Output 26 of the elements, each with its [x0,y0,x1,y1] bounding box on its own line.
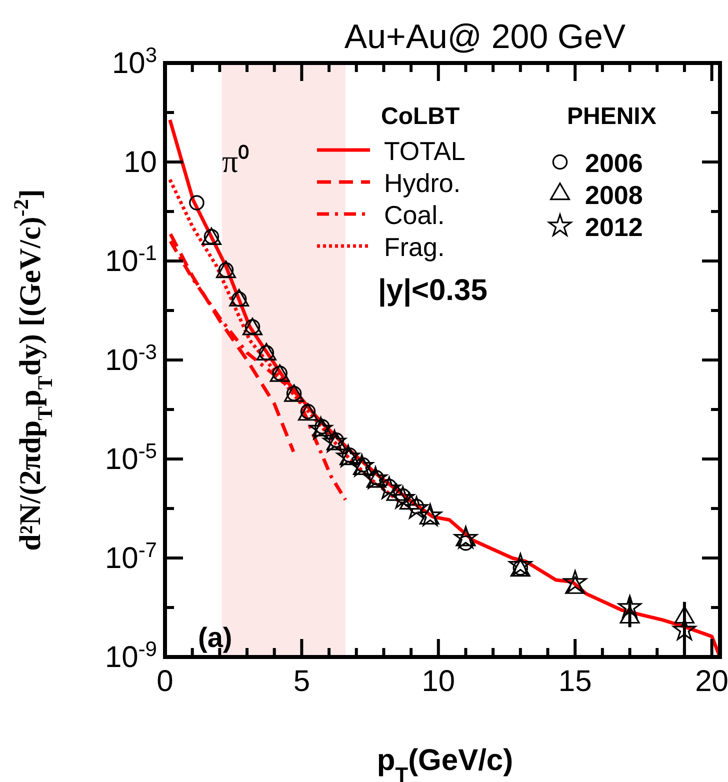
legend-label: Hydro. [384,168,461,198]
legend-label: Frag. [384,232,445,262]
x-tick-label: 0 [156,665,174,698]
y-tick-label: 10$^{-1}$ [104,242,157,278]
y-tick-label: 10$^{-3}$ [104,340,157,377]
annotation: PHENIX [567,103,656,130]
annotation: (a) [198,622,232,653]
legend-label: Coal. [384,200,445,230]
legend-label: TOTAL [384,136,466,166]
y-tick-label: 10$^{-5}$ [104,440,157,476]
y-tick-label: 10$^{-9}$ [104,638,157,674]
x-tick-label: 20 [695,665,728,698]
legend-label: 2012 [585,212,643,242]
chart-title: Au+Au@ 200 GeV [344,18,626,56]
x-axis-title: p$_{T}$(GeV/c) [376,744,514,782]
x-tick-label: 15 [558,665,592,698]
y-tick-label: 10$^{3}$ [112,44,157,80]
x-tick-label: 5 [293,665,310,698]
y-tick-label: 10 [124,146,157,179]
legend-label: 2006 [585,148,643,178]
y-tick-label: 10$^{-7}$ [104,538,157,575]
annotation: |y|<0.35 [378,274,488,307]
annotation: π⁰ [222,143,250,179]
x-tick-label: 10 [422,665,456,698]
legend-label: 2008 [585,180,643,210]
annotation: CoLBT [381,103,460,130]
